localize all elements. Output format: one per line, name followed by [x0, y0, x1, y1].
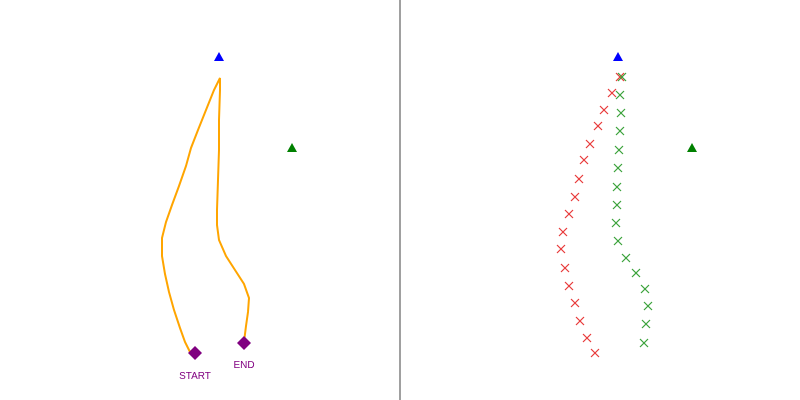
triangle-icon [687, 143, 697, 152]
cross-icon [615, 90, 625, 100]
cross-icon [612, 200, 622, 210]
cross-icon [593, 121, 603, 131]
cross-icon [574, 174, 584, 184]
cross-icon [611, 218, 621, 228]
cross-icon [613, 163, 623, 173]
cross-icon [639, 338, 649, 348]
green-cross-series [611, 72, 653, 348]
cross-icon [641, 319, 651, 329]
end-diamond-icon [237, 336, 251, 350]
cross-icon [590, 348, 600, 358]
cross-icon [570, 298, 580, 308]
cross-icon [575, 316, 585, 326]
cross-icon [643, 301, 653, 311]
triangle-icon [613, 52, 623, 61]
cross-icon [613, 236, 623, 246]
start-label: START [179, 371, 211, 382]
cross-icon [579, 155, 589, 165]
cross-icon [621, 253, 631, 263]
cross-icon [560, 263, 570, 273]
start-diamond-icon [188, 346, 202, 360]
cross-icon [616, 108, 626, 118]
cross-icon [585, 139, 595, 149]
cross-icon [570, 192, 580, 202]
cross-icon [615, 72, 625, 82]
cross-icon [556, 244, 566, 254]
triangle-icon [214, 52, 224, 61]
trajectory-path [161, 77, 251, 353]
end-label: END [233, 360, 254, 371]
cross-icon [612, 182, 622, 192]
cross-icon [558, 227, 568, 237]
cross-icon [615, 126, 625, 136]
cross-icon [582, 333, 592, 343]
cross-icon [564, 209, 574, 219]
cross-icon [617, 72, 627, 82]
cross-icon [607, 88, 617, 98]
cross-icon [599, 105, 609, 115]
cross-icon [631, 268, 641, 278]
cross-icon [640, 284, 650, 294]
right-panel [556, 52, 697, 358]
red-cross-series [556, 72, 625, 358]
triangle-icon [287, 143, 297, 152]
left-panel: START END [161, 52, 297, 382]
cross-icon [614, 145, 624, 155]
cross-icon [564, 281, 574, 291]
